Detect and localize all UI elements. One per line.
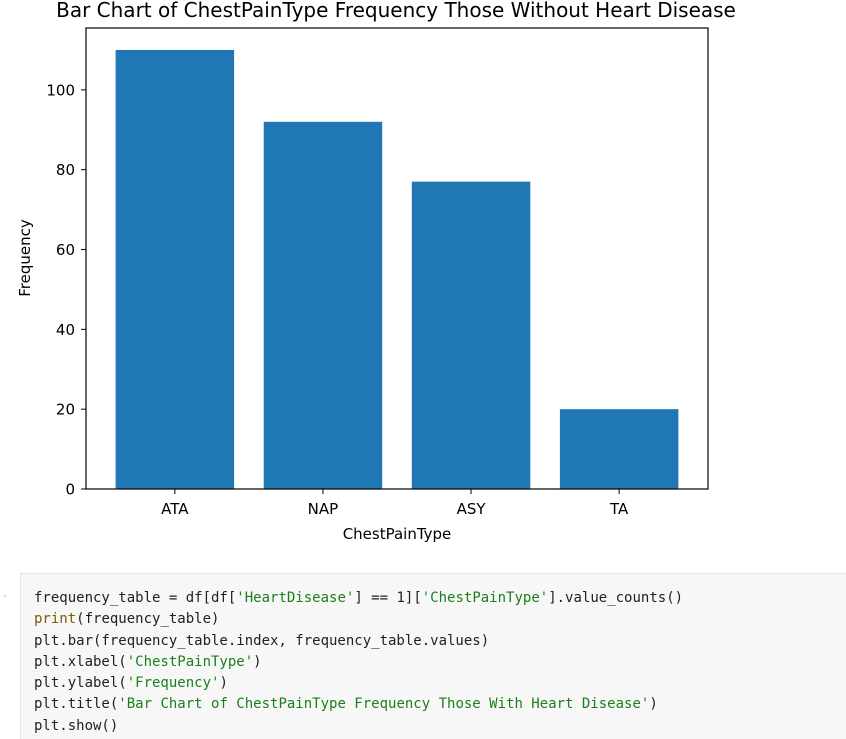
y-tick-label: 60 xyxy=(56,241,75,259)
code-token: plt.ylabel( xyxy=(34,675,127,692)
bar-asy xyxy=(411,181,531,489)
code-line: plt.show() xyxy=(34,716,683,737)
code-token: plt.xlabel( xyxy=(34,653,127,670)
y-tick-label: 80 xyxy=(56,161,75,179)
plot-frame xyxy=(85,27,709,490)
code-cell[interactable]: frequency_table = df[df['HeartDisease'] … xyxy=(20,573,846,739)
x-axis-label: ChestPainType xyxy=(343,525,452,543)
bar-ta xyxy=(559,409,679,489)
code-line: plt.bar(frequency_table.index, frequency… xyxy=(34,631,683,652)
y-axis-label: Frequency xyxy=(16,219,34,297)
code-token: (frequency_table) xyxy=(76,611,220,628)
code-token: 'ChestPainType' xyxy=(126,653,254,670)
code-token: ) xyxy=(253,653,262,670)
x-tick-label: NAP xyxy=(308,500,339,518)
x-tick-label: ATA xyxy=(161,500,189,518)
y-tick-label: 20 xyxy=(56,401,75,419)
code-line: plt.xlabel('ChestPainType') xyxy=(34,652,683,673)
cell-run-marker[interactable]: . xyxy=(2,589,9,600)
bar-ata xyxy=(115,49,235,489)
code-token: 'Frequency' xyxy=(126,675,220,692)
code-token: ) xyxy=(219,675,228,692)
bar-nap xyxy=(263,121,383,489)
code-token: plt.show() xyxy=(34,717,119,734)
y-tick-label: 0 xyxy=(65,481,75,499)
code-line: print(frequency_table) xyxy=(34,609,683,630)
y-tick-label: 40 xyxy=(56,321,75,339)
code-token: 'ChestPainType' xyxy=(421,590,549,606)
code-token: 'HeartDisease' xyxy=(236,590,355,606)
code-token: ) xyxy=(649,696,658,713)
code-token: ] == 1][ xyxy=(354,590,422,606)
x-tick-label: TA xyxy=(609,500,629,518)
y-tick-label: 100 xyxy=(46,81,75,99)
code-token: 'Bar Chart of ChestPainType Frequency Th… xyxy=(118,696,650,713)
code-line: plt.title('Bar Chart of ChestPainType Fr… xyxy=(34,694,683,715)
code-token: print xyxy=(34,611,77,628)
code-token: frequency_table = df[df[ xyxy=(34,590,237,606)
code-token: plt.bar(frequency_table.index, frequency… xyxy=(34,632,490,649)
code-token: ].value_counts() xyxy=(548,590,684,606)
x-tick-label: ASY xyxy=(457,500,487,518)
code-token: plt.title( xyxy=(34,696,119,713)
code-editor[interactable]: frequency_table = df[df['HeartDisease'] … xyxy=(34,588,683,737)
code-line: plt.ylabel('Frequency') xyxy=(34,673,683,694)
code-line: frequency_table = df[df['HeartDisease'] … xyxy=(34,588,683,609)
chart-title: Bar Chart of ChestPainType Frequency Tho… xyxy=(56,0,736,22)
bar-chart: Bar Chart of ChestPainType Frequency Tho… xyxy=(16,0,736,543)
